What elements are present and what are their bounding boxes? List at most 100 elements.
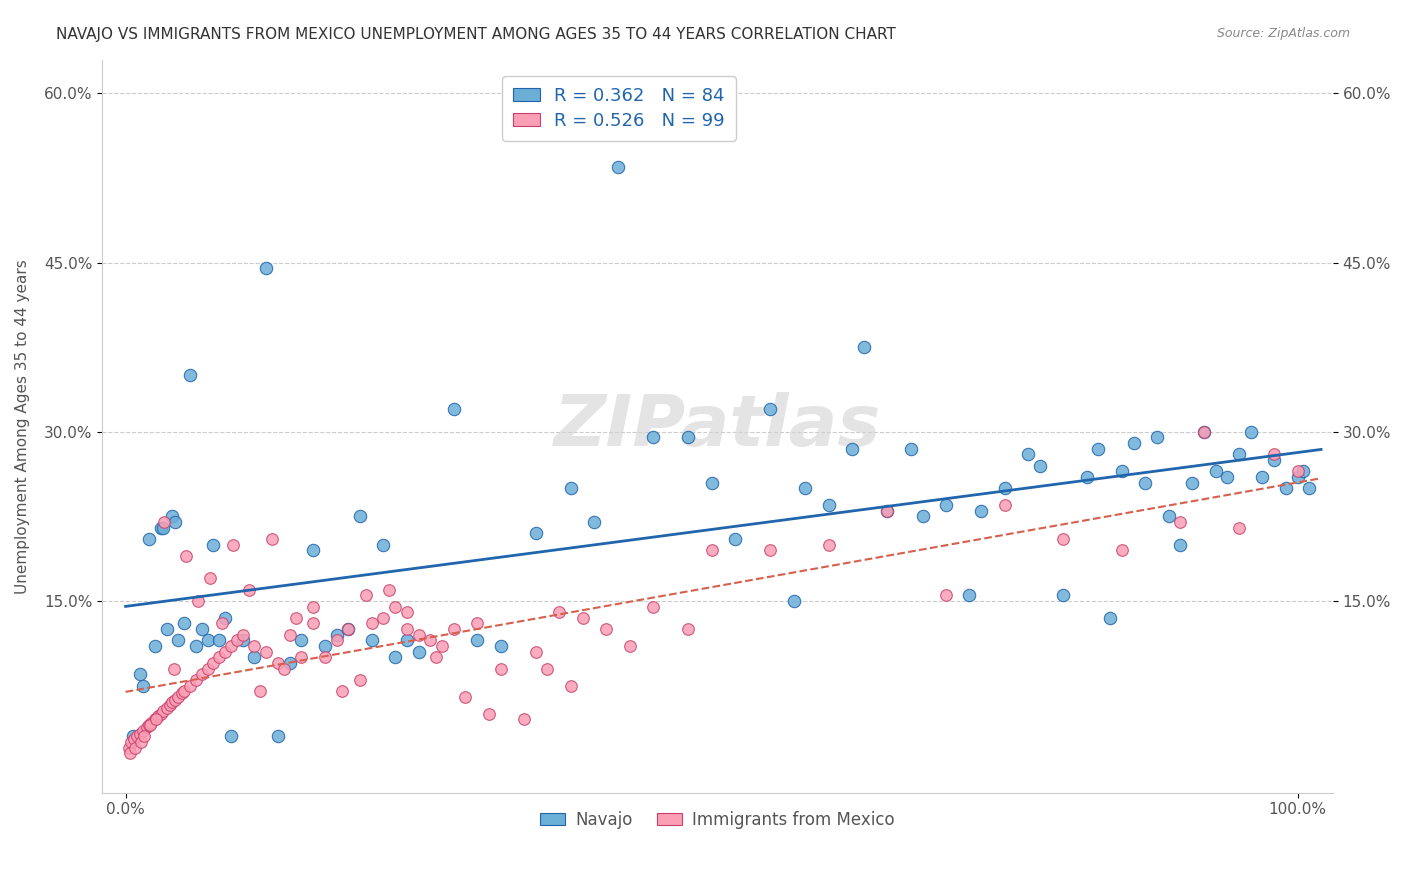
Point [290, 633, 312, 648]
Point [325, 633, 347, 648]
Point [162, 662, 184, 676]
Point [373, 537, 395, 551]
Point [211, 616, 233, 631]
Point [337, 622, 360, 636]
Point [222, 537, 245, 551]
Point [1286, 464, 1309, 478]
Point [179, 368, 201, 383]
Point [132, 723, 155, 738]
Point [120, 746, 142, 760]
Point [1157, 509, 1180, 524]
Point [128, 727, 150, 741]
Point [278, 656, 301, 670]
Point [232, 633, 254, 648]
Point [143, 639, 166, 653]
Point [143, 712, 166, 726]
Point [489, 639, 512, 653]
Point [1087, 442, 1109, 456]
Point [122, 731, 145, 746]
Point [911, 509, 934, 524]
Point [219, 639, 242, 653]
Point [135, 720, 157, 734]
Point [876, 504, 898, 518]
Point [190, 667, 212, 681]
Point [408, 645, 430, 659]
Point [155, 701, 177, 715]
Point [1052, 588, 1074, 602]
Point [548, 605, 571, 619]
Point [1122, 436, 1144, 450]
Point [430, 639, 453, 653]
Point [254, 261, 277, 276]
Point [970, 504, 993, 518]
Point [1205, 464, 1227, 478]
Point [349, 509, 371, 524]
Point [202, 656, 225, 670]
Point [1286, 470, 1309, 484]
Point [1298, 481, 1320, 495]
Point [782, 594, 804, 608]
Point [373, 611, 395, 625]
Point [1076, 470, 1098, 484]
Point [900, 442, 922, 456]
Point [408, 628, 430, 642]
Point [524, 526, 547, 541]
Point [1292, 464, 1315, 478]
Point [149, 706, 172, 721]
Point [202, 537, 225, 551]
Point [759, 543, 782, 558]
Point [1099, 611, 1122, 625]
Point [132, 679, 155, 693]
Point [1052, 532, 1074, 546]
Point [994, 481, 1017, 495]
Point [443, 622, 465, 636]
Point [138, 532, 160, 546]
Point [1181, 475, 1204, 490]
Point [1275, 481, 1298, 495]
Point [225, 633, 247, 648]
Point [155, 622, 177, 636]
Point [560, 481, 582, 495]
Point [676, 430, 699, 444]
Point [1263, 447, 1285, 461]
Point [139, 718, 162, 732]
Point [724, 532, 747, 546]
Point [443, 402, 465, 417]
Point [641, 430, 664, 444]
Point [284, 611, 307, 625]
Point [170, 686, 193, 700]
Point [395, 633, 418, 648]
Point [197, 662, 219, 676]
Point [243, 650, 266, 665]
Point [290, 650, 312, 665]
Point [606, 160, 628, 174]
Point [337, 622, 360, 636]
Point [935, 498, 957, 512]
Point [190, 622, 212, 636]
Point [138, 718, 160, 732]
Point [876, 504, 898, 518]
Point [141, 715, 163, 730]
Point [127, 729, 149, 743]
Point [124, 740, 146, 755]
Point [1251, 470, 1274, 484]
Point [700, 543, 723, 558]
Point [179, 679, 201, 693]
Point [419, 633, 441, 648]
Point [184, 639, 207, 653]
Point [994, 498, 1017, 512]
Point [152, 705, 174, 719]
Point [641, 599, 664, 614]
Point [129, 735, 152, 749]
Text: ZIPatlas: ZIPatlas [554, 392, 882, 460]
Point [173, 616, 195, 631]
Point [167, 690, 190, 704]
Point [560, 679, 582, 693]
Point [465, 633, 488, 648]
Point [159, 698, 181, 712]
Point [120, 735, 142, 749]
Point [1192, 425, 1215, 439]
Point [513, 712, 536, 726]
Point [243, 639, 266, 653]
Point [959, 588, 981, 602]
